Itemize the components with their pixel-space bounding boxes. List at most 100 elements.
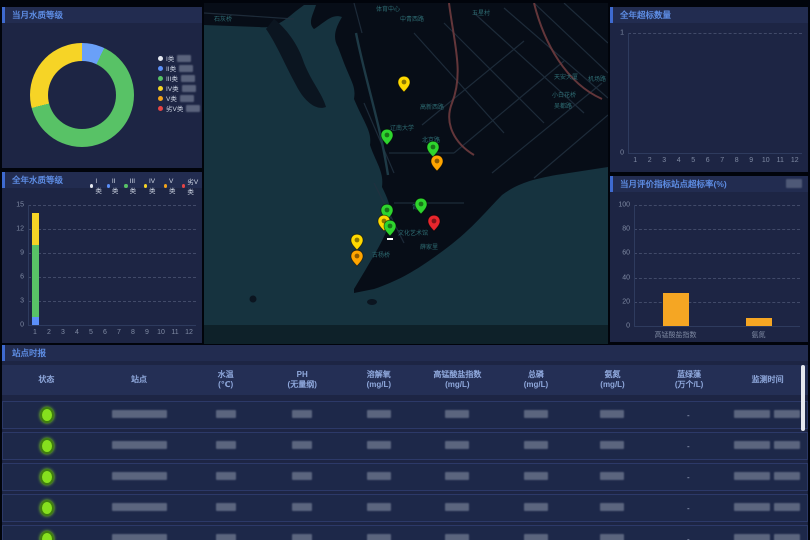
y-tick-label: 12: [16, 225, 24, 233]
panel-year-exceed: 全年超标数量 0 1 1 2 3 4 5 6 7 8 9 10 11 12: [610, 7, 808, 172]
gridline: [634, 277, 800, 279]
table-row[interactable]: -: [2, 432, 808, 460]
gridline: [28, 277, 196, 278]
map-container[interactable]: 石灰桥体育中心中青西路五星村高新西路辽南大学北京路天安大厦机场路小白花桥吴都路青…: [203, 2, 609, 344]
panel-month-grade: 当月水质等级 I类 II类 III类 IV类 V类 劣V类: [2, 7, 202, 168]
station-pin[interactable]: [427, 214, 441, 232]
legend-item-III类[interactable]: III类: [158, 73, 200, 83]
map-label: 吴都路: [554, 102, 572, 110]
legend-item-劣V类[interactable]: 劣V类: [158, 103, 201, 113]
y-axis-line: [628, 33, 629, 153]
column-header-总磷: 总磷 (mg/L): [523, 370, 549, 389]
x-tick-label: 4: [676, 157, 681, 164]
map-label: 石灰桥: [214, 15, 232, 23]
panel-title: 当月评价指标站点超标率(%): [610, 176, 808, 192]
x-tick-label: 2: [647, 157, 652, 164]
gridline: [28, 301, 196, 302]
map-coast-road: [354, 32, 390, 176]
cell-PH: [264, 534, 340, 540]
map-station-pins: [350, 75, 444, 267]
table-row[interactable]: -: [2, 494, 808, 522]
legend-item-IV类[interactable]: IV类: [158, 83, 200, 93]
value-redacted: [112, 534, 168, 540]
stacked-bar-segment-IV类[interactable]: [31, 213, 39, 245]
column-header-溶解氧: 溶解氧 (mg/L): [366, 370, 391, 389]
legend-item-IV类[interactable]: IV类: [143, 178, 160, 195]
legend-item-V类[interactable]: V类: [158, 93, 200, 103]
cell-PH: [264, 410, 340, 420]
datetime-redacted: [733, 441, 770, 449]
cell-溶解氧: [341, 503, 417, 513]
map-highways: [448, 2, 603, 156]
legend-item-II类[interactable]: II类: [158, 63, 200, 73]
legend-dot: [158, 95, 163, 101]
value-redacted: [366, 472, 391, 480]
x-tick-label: 3: [61, 329, 65, 336]
value-redacted: [599, 472, 624, 480]
cell-溶解氧: [341, 441, 417, 451]
stacked-bar-segment-III类[interactable]: [31, 245, 39, 317]
x-tick-label: 11: [776, 157, 784, 164]
period-selector[interactable]: [786, 179, 802, 188]
station-pin[interactable]: [350, 249, 364, 267]
datetime-redacted: [733, 472, 770, 480]
legend-dot: [143, 184, 147, 188]
cell-水温: [188, 534, 264, 540]
legend-item-I类[interactable]: I类: [158, 53, 200, 63]
cell-蓝绿藻: -: [687, 472, 690, 482]
y-tick-label: 100: [618, 201, 630, 209]
legend-item-II类[interactable]: II类: [106, 178, 121, 195]
panel-title-text: 全年超标数量: [620, 10, 672, 20]
table-scrollbar[interactable]: [801, 365, 805, 431]
map-label: 辽南大学: [390, 124, 414, 132]
legend-dot: [158, 85, 163, 91]
x-tick-label: 6: [705, 157, 710, 164]
rate-chart: 0 20 40 60 80 100 高锰酸盐指数 氨氮: [610, 176, 808, 342]
legend-item-III类[interactable]: III类: [124, 178, 139, 195]
station-pin[interactable]: [414, 197, 428, 215]
rate-bar-氨氮[interactable]: [745, 317, 772, 326]
x-tick-label: 5: [691, 157, 696, 164]
table-row[interactable]: -: [2, 401, 808, 429]
cell-总磷: [497, 410, 573, 420]
value-redacted: [292, 503, 313, 511]
table-row[interactable]: -: [2, 525, 808, 540]
y-tick-label: 40: [622, 274, 630, 282]
value-redacted: [366, 534, 391, 540]
value-redacted: [366, 410, 391, 418]
rate-bar-高锰酸盐指数[interactable]: [662, 293, 689, 326]
stacked-bar-segment-II类[interactable]: [31, 317, 39, 325]
panel-title: 全年水质等级: [2, 172, 202, 188]
map-label: 古杨桥: [372, 251, 390, 259]
value-redacted: [445, 472, 470, 480]
cell-总磷: [497, 441, 573, 451]
cell-氨氮: [574, 534, 650, 540]
panel-title: 站点时报: [2, 345, 808, 361]
legend-item-劣V类[interactable]: 劣V类: [182, 176, 202, 196]
value-redacted: [445, 534, 470, 540]
table-row[interactable]: -: [2, 463, 808, 491]
x-tick-label: 12: [185, 329, 193, 336]
column-header-蓝绿藻: 蓝绿藻 (万个/L): [674, 370, 704, 389]
x-tick-label: 1: [633, 157, 638, 164]
value-redacted: [523, 503, 548, 511]
legend-item-V类[interactable]: V类: [163, 178, 178, 195]
cell-高锰酸盐指数: [417, 534, 497, 540]
station-pin[interactable]: [380, 128, 394, 146]
datetime-redacted: [773, 441, 800, 449]
value-redacted: [292, 410, 313, 418]
legend-value-redacted: [179, 94, 194, 102]
station-pin[interactable]: [426, 140, 440, 158]
legend-value-redacted: [186, 104, 201, 112]
panel-title: 当月水质等级: [2, 7, 202, 23]
x-tick-label: 10: [761, 157, 770, 164]
station-pin[interactable]: [383, 219, 397, 240]
value-redacted: [523, 441, 548, 449]
station-pin[interactable]: [397, 75, 411, 93]
legend-label: V类: [166, 96, 177, 103]
cell-状态: [3, 531, 91, 540]
legend-item-I类[interactable]: I类: [90, 178, 103, 195]
station-pin[interactable]: [350, 233, 364, 251]
city-map[interactable]: 石灰桥体育中心中青西路五星村高新西路辽南大学北京路天安大厦机场路小白花桥吴都路青…: [203, 2, 609, 344]
station-pin[interactable]: [430, 154, 444, 172]
